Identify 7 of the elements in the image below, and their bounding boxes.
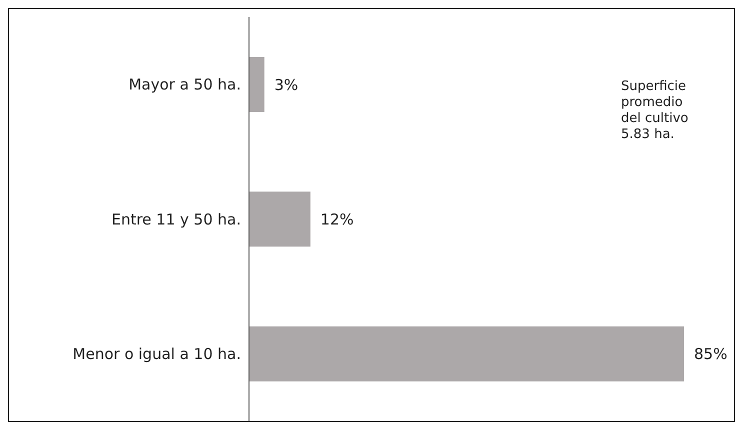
data-label: 12% (320, 210, 354, 228)
y-tick-label: Mayor a 50 ha. (128, 76, 241, 94)
data-label: 3% (274, 76, 298, 94)
y-tick-label: Entre 11 y 50 ha. (111, 210, 241, 228)
annotation: Superficie promedio del cultivo 5.83 ha. (621, 79, 690, 143)
y-tick-label: Menor o igual a 10 ha. (72, 344, 241, 363)
data-label: 85% (694, 345, 728, 364)
